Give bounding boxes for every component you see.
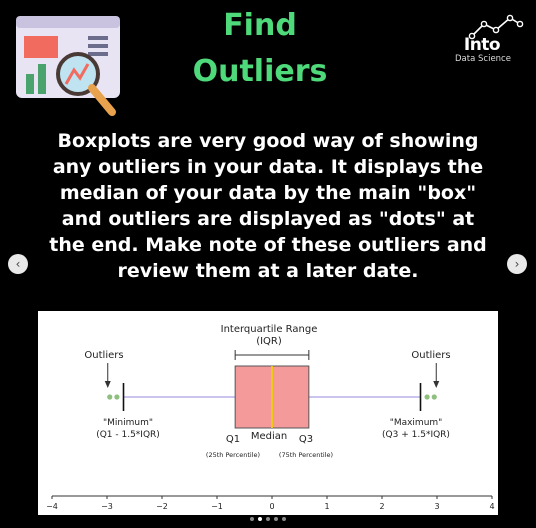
chevron-left-icon: ‹	[15, 257, 21, 271]
prev-slide-button[interactable]: ‹	[8, 254, 28, 274]
description-paragraph: Boxplots are very good way of showing an…	[30, 128, 506, 284]
page-title-line-2: Outliers	[192, 54, 328, 89]
x-tick-label: −3	[101, 502, 113, 511]
x-tick-label: 1	[324, 502, 329, 511]
maximum-label: "Maximum"	[390, 418, 443, 428]
outlier-point	[107, 394, 113, 400]
boxplot-chart: −4 −3 −2 −1 0 1 2 3 4 Interquartile Range (IQR) …	[46, 324, 494, 511]
description-line: review them at a later date.	[117, 260, 419, 282]
trend-line-icon	[468, 14, 524, 40]
carousel-indicator	[0, 517, 536, 521]
x-tick-label: 3	[434, 502, 439, 511]
carousel-dot[interactable]	[250, 517, 254, 521]
carousel-dot[interactable]	[258, 517, 262, 521]
q1-note: (25th Percentile)	[206, 451, 260, 459]
q3-label: Q3	[299, 434, 313, 445]
x-tick-label: 0	[269, 502, 274, 511]
outlier-point	[424, 394, 430, 400]
boxplot-figure: −4 −3 −2 −1 0 1 2 3 4 Interquartile Range (IQR) …	[38, 311, 498, 515]
x-tick-label: −4	[46, 502, 58, 511]
outlier-point	[114, 394, 120, 400]
chevron-right-icon: ›	[514, 257, 520, 271]
description-line: any outliers in your data. It displays t…	[52, 156, 484, 178]
q3-note: (75th Percentile)	[279, 451, 333, 459]
outliers-left-label: Outliers	[84, 350, 123, 361]
outliers-right-label: Outliers	[411, 350, 450, 361]
carousel-dot[interactable]	[282, 517, 286, 521]
minimum-label: "Minimum"	[103, 418, 153, 428]
median-label: Median	[251, 431, 287, 442]
iqr-sub-label: (IQR)	[256, 336, 282, 347]
page-title-line-1: Find	[223, 8, 297, 43]
x-tick-label: −1	[211, 502, 223, 511]
brand-name: Into	[463, 35, 501, 55]
minimum-formula: (Q1 - 1.5*IQR)	[96, 430, 160, 440]
outlier-arrowhead	[104, 381, 111, 388]
description-line: and outliers are displayed as "dots" at	[61, 208, 475, 230]
x-tick-label: 2	[379, 502, 384, 511]
description-line: median of your data by the main "box"	[59, 182, 477, 204]
x-tick-label: 4	[489, 502, 494, 511]
description-line: the end. Make note of these outliers and	[49, 234, 487, 256]
carousel-dot[interactable]	[274, 517, 278, 521]
brand-subtitle: Data Science	[455, 54, 511, 64]
next-slide-button[interactable]: ›	[507, 254, 527, 274]
x-tick-label: −2	[156, 502, 168, 511]
description-line: Boxplots are very good way of showing	[57, 130, 479, 152]
carousel-dot[interactable]	[266, 517, 270, 521]
outlier-point	[431, 394, 437, 400]
iqr-label: Interquartile Range	[221, 324, 318, 335]
magnifier-chart-logo	[14, 14, 124, 124]
outlier-arrowhead	[433, 381, 440, 388]
q1-label: Q1	[226, 434, 240, 445]
maximum-formula: (Q3 + 1.5*IQR)	[382, 430, 450, 440]
iqr-bracket	[234, 350, 310, 360]
